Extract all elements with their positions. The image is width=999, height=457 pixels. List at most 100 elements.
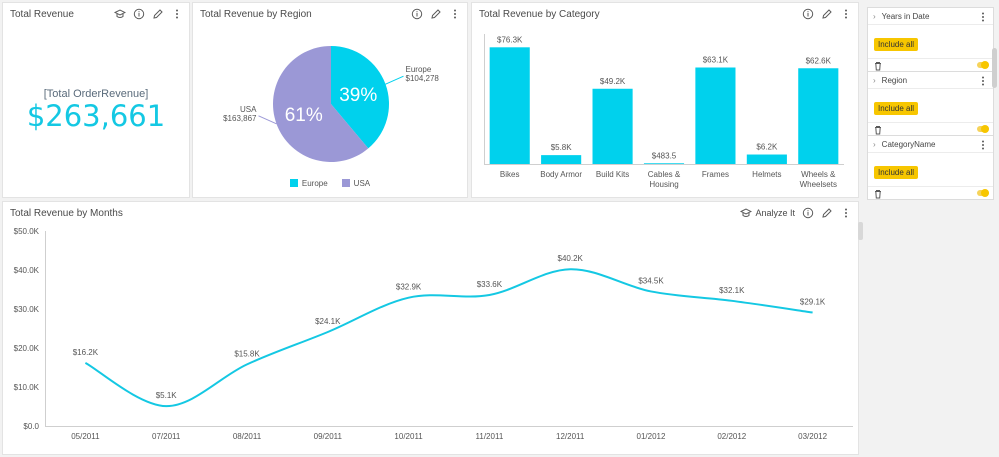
info-icon[interactable] <box>802 8 814 20</box>
x-tick-label: 12/2011 <box>556 432 585 441</box>
pie-slice-usa <box>273 46 369 162</box>
widget-toolbar <box>114 7 183 21</box>
revenue-series-line <box>84 268 813 408</box>
category-bar-chart: $76.3K Bikes $5.8K Body Armor $49.2K Build Ki… <box>484 34 844 189</box>
y-tick-label: $0.0 <box>23 422 39 431</box>
bar-4 <box>695 67 736 164</box>
chevron-right-icon[interactable]: › <box>873 75 876 85</box>
category-tick-label: Build Kits <box>596 170 629 179</box>
y-tick-label: $10.0K <box>14 383 40 392</box>
x-tick-label: 01/2012 <box>637 432 666 441</box>
bar-0 <box>489 47 530 165</box>
include-all-chip[interactable]: Include all <box>874 38 919 51</box>
trash-icon[interactable] <box>872 60 884 72</box>
pie-slice-name-label: Europe <box>406 65 432 74</box>
filter-footer <box>868 122 993 135</box>
bar-1 <box>541 155 582 164</box>
kebab-menu-icon[interactable] <box>840 207 852 219</box>
y-tick-label: $20.0K <box>14 344 40 353</box>
filter-category-name: › CategoryName Include all <box>867 135 994 200</box>
filter-header[interactable]: › Years in Date <box>868 8 993 25</box>
line-point <box>811 311 814 314</box>
education-cap-icon[interactable] <box>114 8 126 20</box>
line-point <box>488 293 491 296</box>
x-tick-label: 02/2012 <box>717 432 746 441</box>
chevron-right-icon[interactable]: › <box>873 11 876 21</box>
months-line-chart: $0.0 $10.0K $20.0K $30.0K $40.0K $50.0K 05/201… <box>14 227 853 441</box>
category-tick-label: Housing <box>649 180 678 189</box>
y-tick-label: $30.0K <box>14 305 40 314</box>
y-tick-label: $50.0K <box>14 227 40 236</box>
kebab-menu-icon[interactable] <box>977 11 989 23</box>
education-cap-icon <box>740 207 753 219</box>
filter-years-in-date: › Years in Date Include all <box>867 7 994 72</box>
filter-pane-scrollbar[interactable] <box>992 48 997 88</box>
filter-footer <box>868 58 993 71</box>
bar-data-label: $6.2K <box>756 143 778 152</box>
revenue-by-category-widget: Total Revenue by Category $76.3K Bikes $5.… <box>471 2 859 198</box>
x-tick-label: 10/2011 <box>394 432 423 441</box>
chevron-right-icon[interactable]: › <box>873 139 876 149</box>
legend-item-usa[interactable]: USA <box>341 179 371 188</box>
line-point <box>407 296 410 299</box>
pencil-icon[interactable] <box>152 8 164 20</box>
legend-swatch <box>289 179 298 187</box>
include-all-chip[interactable]: Include all <box>874 102 919 115</box>
kebab-menu-icon[interactable] <box>449 8 461 20</box>
filter-label: Years in Date <box>881 11 930 21</box>
kebab-menu-icon[interactable] <box>840 8 852 20</box>
x-tick-label: 05/2011 <box>71 432 100 441</box>
pencil-icon[interactable] <box>821 8 833 20</box>
bar-2 <box>592 88 633 164</box>
line-data-label: $33.6K <box>477 280 503 289</box>
analyze-it-button[interactable]: Analyze It <box>740 207 795 219</box>
info-icon[interactable] <box>133 8 145 20</box>
kpi-subtitle: [Total OrderRevenue] <box>43 88 149 100</box>
pie-slice-value-label: $163,867 <box>223 114 257 123</box>
filter-toggle[interactable] <box>977 125 989 133</box>
widget-toolbar: Analyze It <box>740 206 852 220</box>
widget-title: Total Revenue by Region <box>200 9 312 20</box>
filter-body: Include all <box>868 25 993 58</box>
line-data-label: $32.1K <box>719 286 745 295</box>
bar-data-label: $5.8K <box>551 143 573 152</box>
pie-leader-line <box>258 115 277 125</box>
info-icon[interactable] <box>411 8 423 20</box>
x-tick-label: 11/2011 <box>476 432 504 441</box>
kebab-menu-icon[interactable] <box>171 8 183 20</box>
category-tick-label: Body Armor <box>540 170 582 179</box>
info-icon[interactable] <box>802 207 814 219</box>
include-all-chip[interactable]: Include all <box>874 166 919 179</box>
widget-title: Total Revenue by Months <box>10 208 123 219</box>
filter-toggle[interactable] <box>977 61 989 69</box>
pencil-icon[interactable] <box>821 207 833 219</box>
filter-header[interactable]: › CategoryName <box>868 136 993 153</box>
x-tick-label: 03/2012 <box>798 432 827 441</box>
filter-body: Include all <box>868 153 993 186</box>
pencil-icon[interactable] <box>430 8 442 20</box>
trash-icon[interactable] <box>872 124 884 136</box>
category-tick-label: Cables & <box>648 170 681 179</box>
line-point <box>84 361 87 364</box>
bar-6 <box>798 68 839 164</box>
bar-data-label: $49.2K <box>600 77 626 86</box>
pie-slice-name-label: USA <box>240 105 257 114</box>
x-tick-label: 09/2011 <box>314 432 343 441</box>
legend-item-europe[interactable]: Europe <box>289 179 328 188</box>
kebab-menu-icon[interactable] <box>977 139 989 151</box>
filter-toggle[interactable] <box>977 189 989 197</box>
category-tick-label: Helmets <box>752 170 781 179</box>
x-tick-label: 07/2011 <box>152 432 181 441</box>
line-point <box>650 290 653 293</box>
trash-icon[interactable] <box>872 188 884 200</box>
widget-toolbar <box>411 7 461 21</box>
legend-label: USA <box>353 179 371 188</box>
panel-resize-grip[interactable] <box>858 222 863 240</box>
analyze-it-label: Analyze It <box>755 208 795 218</box>
widget-title: Total Revenue by Category <box>479 9 600 20</box>
category-tick-label: Bikes <box>500 170 520 179</box>
bar-5 <box>746 154 787 164</box>
filter-header[interactable]: › Region <box>868 72 993 89</box>
kebab-menu-icon[interactable] <box>977 75 989 87</box>
x-tick-label: 08/2011 <box>233 432 262 441</box>
